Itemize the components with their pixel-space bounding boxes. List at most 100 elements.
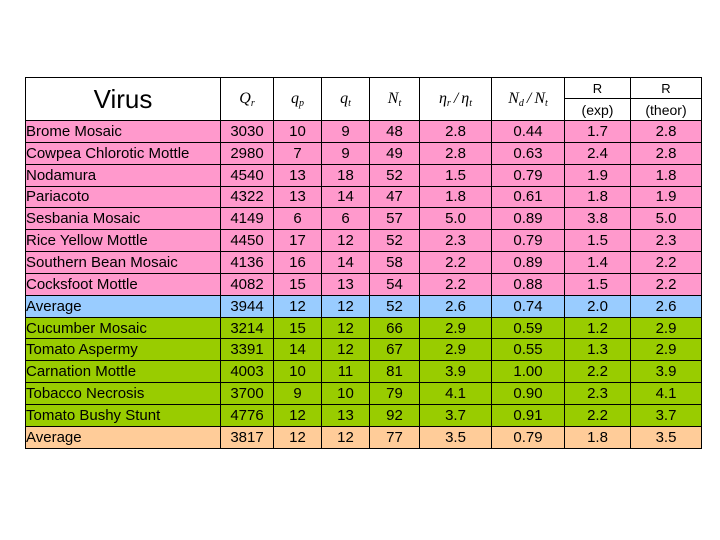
cell-qp: 17 bbox=[273, 229, 322, 253]
cell-nt: 52 bbox=[369, 229, 420, 253]
cell-r-theor: 3.7 bbox=[630, 403, 702, 427]
cell-n-ratio: 0.79 bbox=[491, 425, 565, 449]
cell-qr: 3030 bbox=[220, 120, 274, 143]
cell-r-theor: 2.2 bbox=[630, 272, 702, 296]
cell-r-theor: 3.9 bbox=[630, 360, 702, 384]
cell-nt: 79 bbox=[369, 382, 420, 405]
cell-r-exp: 1.4 bbox=[564, 251, 631, 274]
table-row: Tomato Aspermy 3391 14 12 67 2.9 0.55 1.3 2.9 bbox=[25, 338, 702, 362]
cell-qp: 6 bbox=[273, 207, 322, 231]
cell-r-exp: 2.2 bbox=[564, 403, 631, 427]
cell-qp: 12 bbox=[273, 425, 322, 449]
table-row: Pariacoto 4322 13 14 47 1.8 0.61 1.8 1.9 bbox=[25, 185, 702, 209]
cell-virus-name: Southern Bean Mosaic bbox=[25, 251, 221, 274]
cell-virus-name: Rice Yellow Mottle bbox=[25, 229, 221, 253]
cell-r-exp: 2.4 bbox=[564, 141, 631, 165]
table-row: Average 3817 12 12 77 3.5 0.79 1.8 3.5 bbox=[25, 425, 702, 449]
header-r-theor-top: R bbox=[630, 77, 702, 99]
cell-n-ratio: 0.79 bbox=[491, 163, 565, 187]
cell-virus-name: Average bbox=[25, 294, 221, 318]
cell-qt: 13 bbox=[321, 403, 370, 427]
cell-r-theor: 2.9 bbox=[630, 316, 702, 340]
cell-nt: 49 bbox=[369, 141, 420, 165]
cell-qr: 2980 bbox=[220, 141, 274, 165]
header-eta-ratio: ηr / ηt bbox=[419, 77, 492, 121]
cell-r-theor: 2.2 bbox=[630, 251, 702, 274]
cell-r-exp: 1.8 bbox=[564, 185, 631, 209]
table-row: Carnation Mottle 4003 10 11 81 3.9 1.00 2.2 3.9 bbox=[25, 360, 702, 384]
table-row: Tobacco Necrosis 3700 9 10 79 4.1 0.90 2.3 4.1 bbox=[25, 382, 702, 405]
cell-eta-ratio: 3.5 bbox=[419, 425, 492, 449]
cell-r-exp: 1.2 bbox=[564, 316, 631, 340]
cell-qt: 14 bbox=[321, 185, 370, 209]
cell-qr: 4450 bbox=[220, 229, 274, 253]
cell-qt: 12 bbox=[321, 229, 370, 253]
cell-r-exp: 1.5 bbox=[564, 229, 631, 253]
cell-eta-ratio: 2.2 bbox=[419, 251, 492, 274]
cell-eta-ratio: 3.9 bbox=[419, 360, 492, 384]
table-row: Cowpea Chlorotic Mottle 2980 7 9 49 2.8 0.63 2.… bbox=[25, 141, 702, 165]
cell-r-exp: 1.7 bbox=[564, 120, 631, 143]
cell-r-exp: 1.5 bbox=[564, 272, 631, 296]
cell-nt: 47 bbox=[369, 185, 420, 209]
cell-virus-name: Tomato Bushy Stunt bbox=[25, 403, 221, 427]
cell-r-theor: 4.1 bbox=[630, 382, 702, 405]
cell-qp: 12 bbox=[273, 403, 322, 427]
cell-eta-ratio: 4.1 bbox=[419, 382, 492, 405]
header-r-exp-bottom: (exp) bbox=[564, 98, 631, 121]
cell-n-ratio: 0.59 bbox=[491, 316, 565, 340]
cell-qt: 12 bbox=[321, 316, 370, 340]
cell-eta-ratio: 2.9 bbox=[419, 316, 492, 340]
cell-r-theor: 2.3 bbox=[630, 229, 702, 253]
header-r-theor-bottom: (theor) bbox=[630, 98, 702, 121]
cell-nt: 77 bbox=[369, 425, 420, 449]
table-header: Virus Qr qp qt Nt ηr / ηt Nd / Nt R R (exp) … bbox=[25, 77, 702, 121]
cell-qp: 14 bbox=[273, 338, 322, 362]
cell-r-theor: 2.8 bbox=[630, 120, 702, 143]
cell-nt: 52 bbox=[369, 294, 420, 318]
cell-qr: 4003 bbox=[220, 360, 274, 384]
table-row: Cocksfoot Mottle 4082 15 13 54 2.2 0.88 1.5 2.2 bbox=[25, 272, 702, 296]
cell-r-theor: 3.5 bbox=[630, 425, 702, 449]
cell-qp: 15 bbox=[273, 272, 322, 296]
cell-eta-ratio: 2.8 bbox=[419, 120, 492, 143]
cell-r-theor: 2.6 bbox=[630, 294, 702, 318]
cell-n-ratio: 0.74 bbox=[491, 294, 565, 318]
cell-r-theor: 2.9 bbox=[630, 338, 702, 362]
cell-qr: 4082 bbox=[220, 272, 274, 296]
cell-eta-ratio: 2.2 bbox=[419, 272, 492, 296]
cell-r-exp: 1.3 bbox=[564, 338, 631, 362]
cell-qt: 12 bbox=[321, 425, 370, 449]
cell-qp: 10 bbox=[273, 120, 322, 143]
cell-qr: 4776 bbox=[220, 403, 274, 427]
cell-eta-ratio: 1.5 bbox=[419, 163, 492, 187]
cell-r-theor: 1.9 bbox=[630, 185, 702, 209]
cell-r-exp: 2.0 bbox=[564, 294, 631, 318]
cell-r-exp: 1.8 bbox=[564, 425, 631, 449]
cell-qr: 4136 bbox=[220, 251, 274, 274]
cell-nt: 66 bbox=[369, 316, 420, 340]
cell-qr: 3391 bbox=[220, 338, 274, 362]
cell-n-ratio: 0.89 bbox=[491, 251, 565, 274]
cell-r-exp: 3.8 bbox=[564, 207, 631, 231]
header-qr: Qr bbox=[220, 77, 274, 121]
cell-qt: 6 bbox=[321, 207, 370, 231]
cell-qt: 18 bbox=[321, 163, 370, 187]
table-row: Tomato Bushy Stunt 4776 12 13 92 3.7 0.91 2.2 3.… bbox=[25, 403, 702, 427]
cell-nt: 48 bbox=[369, 120, 420, 143]
cell-r-exp: 2.2 bbox=[564, 360, 631, 384]
cell-virus-name: Nodamura bbox=[25, 163, 221, 187]
cell-nt: 81 bbox=[369, 360, 420, 384]
cell-virus-name: Cucumber Mosaic bbox=[25, 316, 221, 340]
table-row: Cucumber Mosaic 3214 15 12 66 2.9 0.59 1.2 2.9 bbox=[25, 316, 702, 340]
table-row: Average 3944 12 12 52 2.6 0.74 2.0 2.6 bbox=[25, 294, 702, 318]
table-row: Rice Yellow Mottle 4450 17 12 52 2.3 0.79 1.5 2.… bbox=[25, 229, 702, 253]
cell-virus-name: Average bbox=[25, 425, 221, 449]
cell-qp: 13 bbox=[273, 163, 322, 187]
cell-n-ratio: 0.89 bbox=[491, 207, 565, 231]
cell-r-exp: 1.9 bbox=[564, 163, 631, 187]
table-row: Sesbania Mosaic 4149 6 6 57 5.0 0.89 3.8 5.0 bbox=[25, 207, 702, 231]
header-virus: Virus bbox=[25, 77, 221, 121]
cell-nt: 67 bbox=[369, 338, 420, 362]
cell-n-ratio: 0.55 bbox=[491, 338, 565, 362]
